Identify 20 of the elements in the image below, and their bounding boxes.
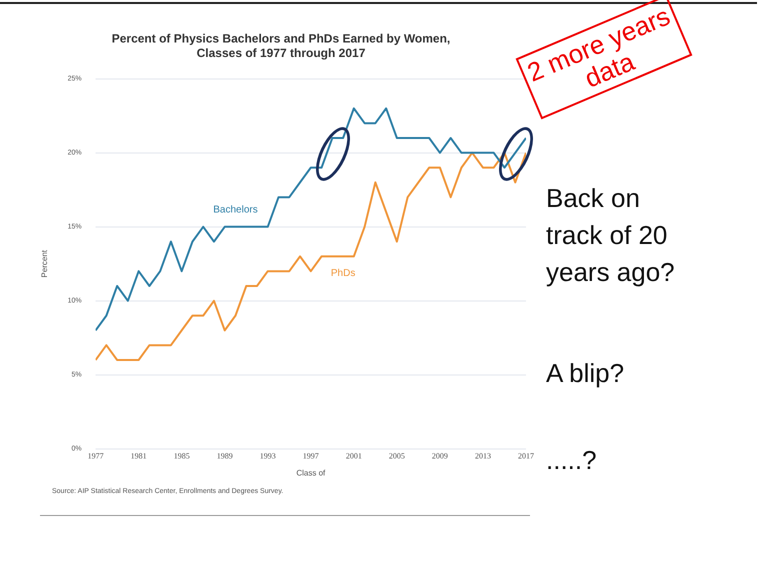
x-tick-label: 1993 — [260, 452, 276, 461]
x-tick-label: 2001 — [346, 452, 362, 461]
chart-title: Percent of Physics Bachelors and PhDs Earned by Women, Classes of 1977 through 2017 — [112, 32, 450, 60]
text: A blip? — [546, 357, 626, 390]
x-tick-label: 2013 — [474, 452, 491, 461]
x-tick-label: 1997 — [302, 452, 319, 461]
x-tick-label: 1989 — [216, 452, 233, 461]
series-label: PhDs — [330, 268, 356, 280]
series-label: Bachelors — [213, 204, 258, 216]
text: Back on track of 20 years ago? — [546, 182, 676, 289]
annotation: 2 more years data — [516, 0, 692, 120]
x-tick-label: 2017 — [518, 452, 534, 461]
x-axis-title: Class of — [296, 468, 326, 478]
x-tick-label: 1981 — [130, 452, 147, 461]
x-tick-label: 2009 — [432, 452, 448, 461]
x-tick-label: 1977 — [88, 452, 104, 461]
x-tick-label: 1985 — [174, 452, 190, 461]
x-tick-label: 2005 — [388, 452, 405, 461]
text: .....? — [546, 444, 598, 477]
y-axis-title: Percent — [40, 249, 50, 278]
